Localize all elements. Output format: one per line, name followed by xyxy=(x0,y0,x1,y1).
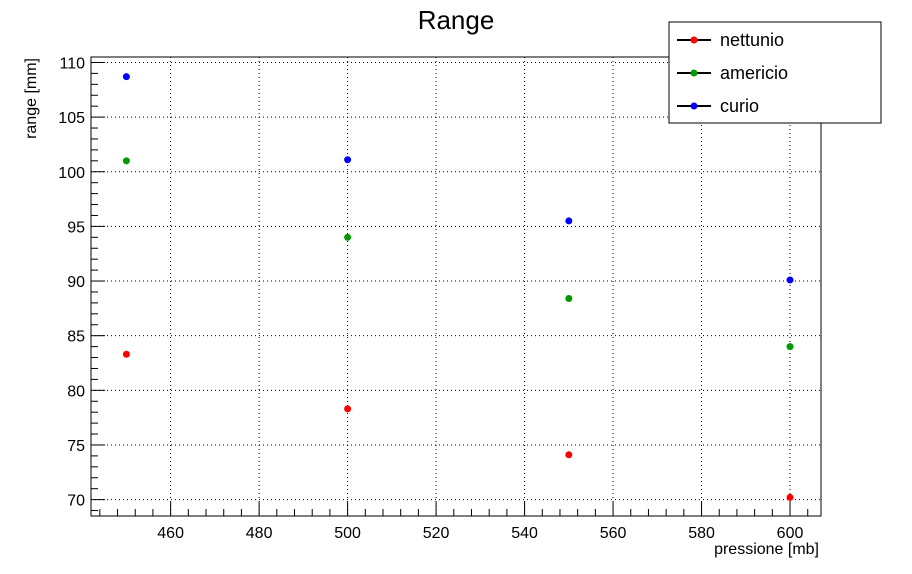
data-point-curio xyxy=(786,276,794,284)
y-tick-label: 80 xyxy=(67,383,85,400)
data-point-americio xyxy=(786,343,794,351)
legend-marker-nettunio xyxy=(690,36,698,44)
x-tick-label: 580 xyxy=(688,525,715,542)
data-point-nettunio xyxy=(786,493,794,501)
y-tick-label: 105 xyxy=(58,110,85,127)
x-axis-title: pressione [mb] xyxy=(714,541,819,558)
y-tick-label: 70 xyxy=(67,493,85,510)
data-point-nettunio xyxy=(344,405,352,413)
x-tick-label: 460 xyxy=(157,525,184,542)
legend-label-curio: curio xyxy=(720,96,759,116)
x-tick-label: 500 xyxy=(334,525,361,542)
data-point-nettunio xyxy=(565,451,573,459)
y-tick-label: 100 xyxy=(58,165,85,182)
x-tick-label: 540 xyxy=(511,525,538,542)
y-axis-title: range [mm] xyxy=(23,58,40,139)
data-points xyxy=(122,73,794,501)
data-point-americio xyxy=(344,233,352,241)
legend-label-americio: americio xyxy=(720,63,788,83)
y-tick-label: 75 xyxy=(67,438,85,455)
data-point-nettunio xyxy=(122,350,130,358)
legend-marker-curio xyxy=(690,102,698,110)
grid-lines xyxy=(91,57,821,516)
data-point-americio xyxy=(122,157,130,165)
x-tick-label: 560 xyxy=(600,525,627,542)
legend-marker-americio xyxy=(690,69,698,77)
y-tick-label: 95 xyxy=(67,219,85,236)
x-tick-label: 600 xyxy=(777,525,804,542)
legend: nettunio americio curio xyxy=(668,21,882,124)
data-point-curio xyxy=(122,73,130,81)
y-tick-label: 85 xyxy=(67,329,85,346)
data-point-curio xyxy=(344,156,352,164)
y-tick-label: 110 xyxy=(59,55,85,72)
chart-title: Range xyxy=(418,5,495,35)
data-point-americio xyxy=(565,295,573,303)
plot-frame xyxy=(90,56,822,517)
y-axis: 70 75 80 85 90 95 100 105 110 xyxy=(58,55,105,512)
legend-label-nettunio: nettunio xyxy=(720,30,784,50)
data-point-curio xyxy=(565,217,573,225)
x-axis: 460 480 500 520 540 560 580 600 xyxy=(99,502,809,542)
x-tick-label: 480 xyxy=(246,525,273,542)
y-tick-label: 90 xyxy=(67,274,85,291)
x-tick-label: 520 xyxy=(423,525,450,542)
